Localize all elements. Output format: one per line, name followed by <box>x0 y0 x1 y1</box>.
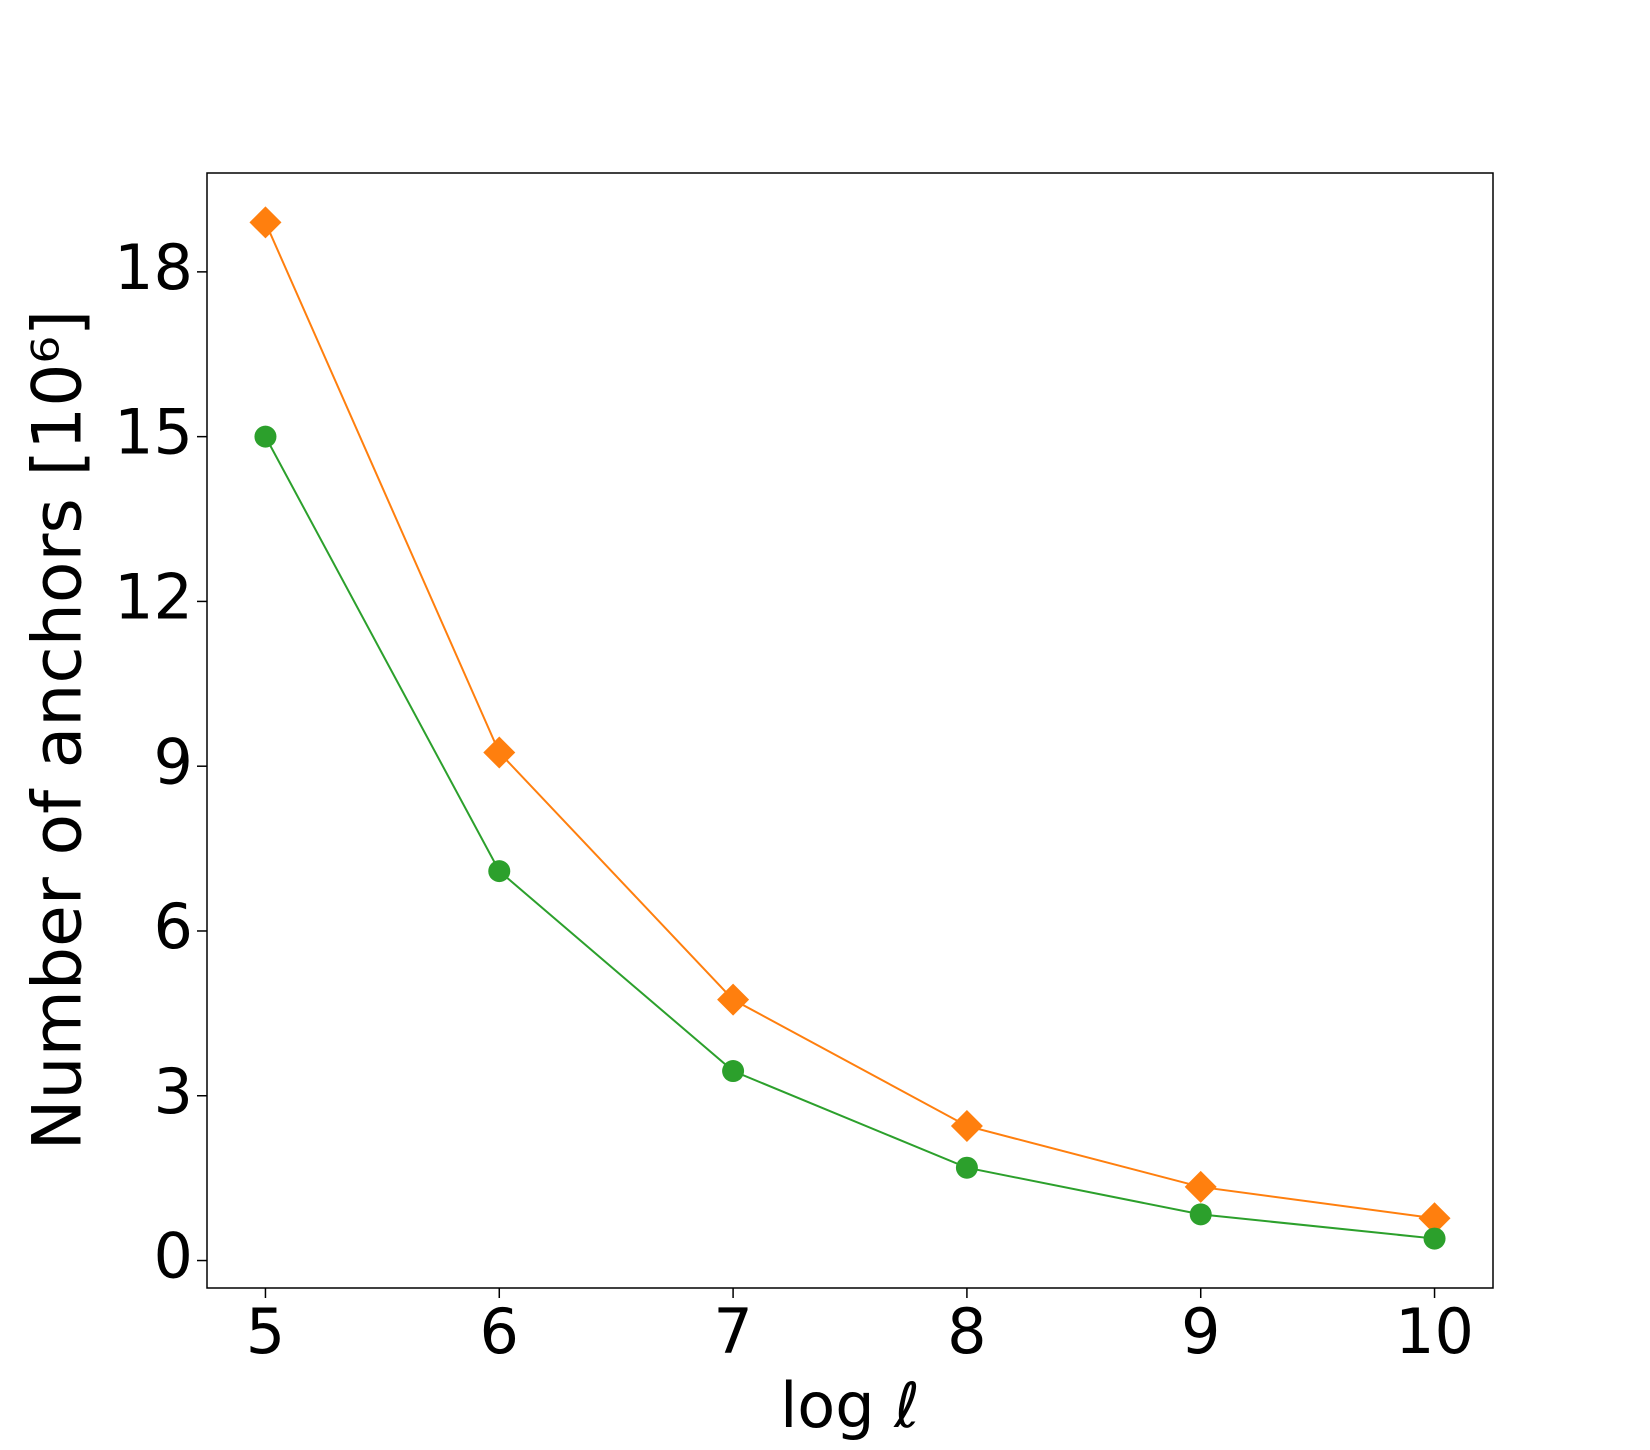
series-line <box>264 222 1435 1220</box>
circle-marker <box>254 425 277 448</box>
x-tick-label: 8 <box>947 1295 986 1368</box>
y-tick-label: 9 <box>154 725 193 798</box>
series-line <box>264 436 1435 1240</box>
circle-marker <box>1423 1227 1446 1250</box>
diamond-marker <box>1184 1170 1217 1203</box>
diamond-marker <box>950 1109 983 1142</box>
x-tick-label: 9 <box>1181 1295 1220 1368</box>
x-tick-label: 10 <box>1395 1295 1474 1368</box>
y-tick-label: 0 <box>154 1220 193 1293</box>
circle-marker <box>1189 1203 1212 1226</box>
y-axis-label: Number of anchors [10⁶] <box>19 310 98 1151</box>
x-tick-label: 7 <box>713 1295 752 1368</box>
circle-marker <box>722 1060 745 1083</box>
diamond-marker <box>249 206 282 239</box>
x-axis-label: log ℓ <box>780 1369 920 1442</box>
plot-frame <box>206 172 1494 1289</box>
circle-marker <box>955 1156 978 1179</box>
y-tick-label: 6 <box>154 890 193 963</box>
circle-marker <box>488 860 511 883</box>
y-tick-label: 15 <box>114 396 193 469</box>
x-tick-label: 6 <box>480 1295 519 1368</box>
y-tick-label: 18 <box>114 231 193 304</box>
y-tick-label: 3 <box>154 1055 193 1128</box>
y-tick-label: 12 <box>114 561 193 634</box>
diamond-marker <box>483 736 516 769</box>
diamond-marker <box>717 983 750 1016</box>
x-tick-label: 5 <box>246 1295 285 1368</box>
diamond-marker <box>1418 1202 1451 1235</box>
